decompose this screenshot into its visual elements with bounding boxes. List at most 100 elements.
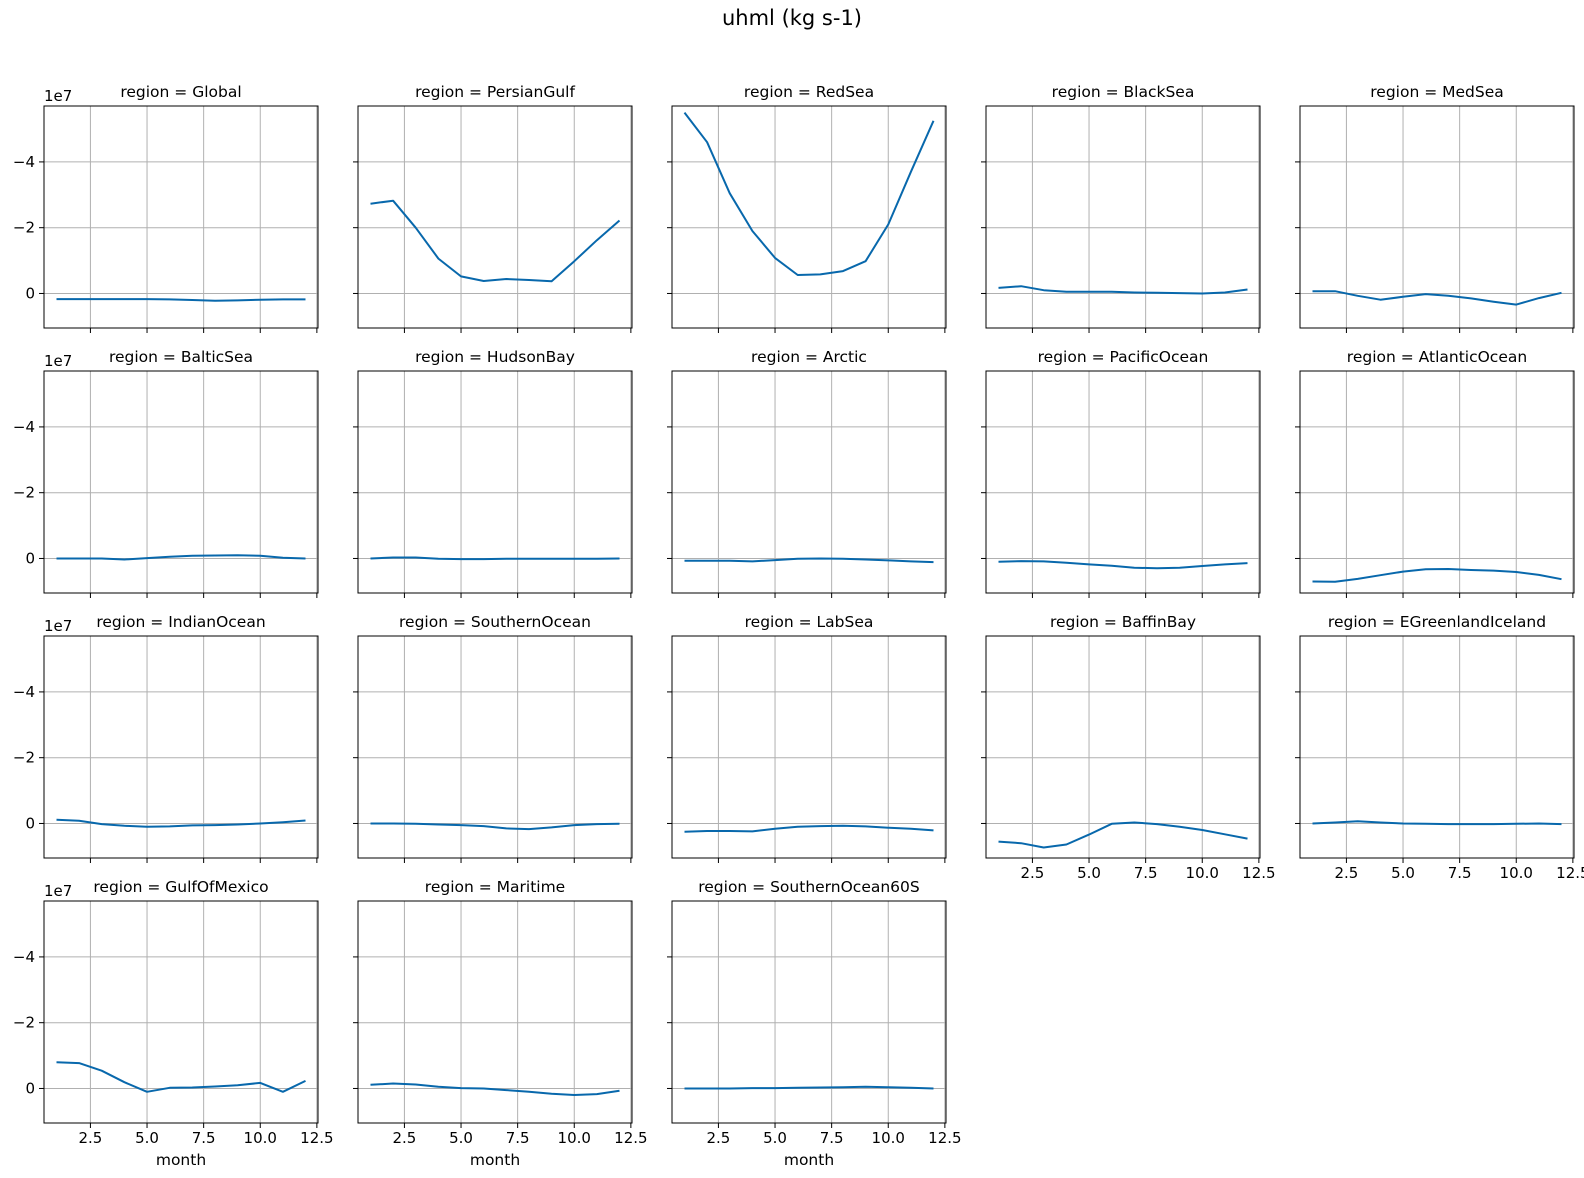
axes-frame [985,370,1261,594]
panel-title: region = AtlanticOcean [1347,348,1527,366]
axes-frame [1299,370,1575,594]
series-line [683,111,935,276]
x-tick-label: 10.0 [1500,864,1533,882]
y-tick-label: −4 [13,418,35,436]
panel-title: region = BalticSea [109,348,253,366]
panel-title: region = IndianOcean [96,613,265,631]
y-offset-label: 1e7 [44,87,72,105]
series-line [684,824,934,833]
series-line [370,822,620,831]
panel-title: region = Maritime [425,878,565,896]
axes-frame [985,635,1261,859]
y-tick-label: −2 [13,1014,35,1032]
x-tick-label: 12.5 [928,1129,961,1147]
x-tick-label: 12.5 [614,1129,647,1147]
y-tick-label: −2 [13,484,35,502]
x-tick-label: 7.5 [820,1129,844,1147]
x-axis-label: month [784,1151,834,1169]
x-tick-label: 10.0 [244,1129,277,1147]
x-tick-label: 12.5 [1556,864,1584,882]
axes-frame [357,105,633,329]
series-line [998,821,1248,849]
x-tick-label: 10.0 [872,1129,905,1147]
series-line [684,1085,934,1090]
x-tick-label: 2.5 [706,1129,730,1147]
y-tick-label: −4 [13,948,35,966]
axes-frame [357,635,633,859]
x-tick-label: 2.5 [1334,864,1358,882]
axes-frame [43,635,319,859]
x-tick-label: 7.5 [1134,864,1158,882]
x-tick-label: 5.0 [763,1129,787,1147]
x-axis-label: month [470,1151,520,1169]
x-tick-label: 12.5 [1242,864,1275,882]
x-tick-label: 7.5 [1448,864,1472,882]
x-tick-label: 5.0 [1077,864,1101,882]
x-tick-label: 5.0 [135,1129,159,1147]
series-line [370,556,620,561]
axes-frame [357,370,633,594]
series-line [56,298,306,302]
series-line [56,554,306,561]
axes-frame [43,370,319,594]
panel-title: region = SouthernOcean60S [698,878,920,896]
series-line [370,1082,620,1096]
x-tick-label: 10.0 [1186,864,1219,882]
series-line [1312,290,1562,306]
axes-frame [671,105,947,329]
axes-frame [1299,105,1575,329]
panel-title: region = GulfOfMexico [93,878,268,896]
y-tick-label: 0 [25,549,35,567]
figure-title: uhml (kg s-1) [721,6,863,30]
y-offset-label: 1e7 [44,352,72,370]
y-tick-label: 0 [25,284,35,302]
series-line [998,285,1248,295]
y-tick-label: −4 [13,153,35,171]
series-line [56,818,306,828]
x-tick-label: 2.5 [78,1129,102,1147]
axes-frame [671,900,947,1124]
y-tick-label: 0 [25,1079,35,1097]
panel-title: region = Arctic [751,348,867,366]
panel-title: region = RedSea [744,83,874,101]
panel-title: region = SouthernOcean [399,613,591,631]
y-offset-label: 1e7 [44,882,72,900]
y-tick-label: −2 [13,749,35,767]
series-line [56,1061,306,1093]
axes-frame [671,370,947,594]
axes-frame [43,105,319,329]
panel-title: region = Global [120,83,241,101]
y-tick-label: −4 [13,683,35,701]
x-tick-label: 12.5 [300,1129,333,1147]
axes-frame [985,105,1261,329]
axes-frame [1299,635,1575,859]
panel-title: region = PacificOcean [1038,348,1209,366]
y-tick-label: 0 [25,814,35,832]
x-tick-label: 2.5 [392,1129,416,1147]
series-line [684,557,934,564]
x-tick-label: 7.5 [506,1129,530,1147]
x-tick-label: 2.5 [1020,864,1044,882]
panel-title: region = HudsonBay [415,348,575,366]
x-tick-label: 7.5 [192,1129,216,1147]
panel-title: region = EGreenlandIceland [1328,613,1546,631]
x-axis-label: month [156,1151,206,1169]
panel-title: region = LabSea [745,613,874,631]
series-line [998,560,1248,570]
panel-title: region = BaffinBay [1050,613,1196,631]
panel-title: region = PersianGulf [415,83,575,101]
axes-frame [671,635,947,859]
y-tick-label: −2 [13,219,35,237]
panel-title: region = MedSea [1370,83,1503,101]
axes-frame [43,900,319,1124]
y-offset-label: 1e7 [44,617,72,635]
x-tick-label: 5.0 [1391,864,1415,882]
series-line [370,199,621,283]
x-tick-label: 10.0 [558,1129,591,1147]
axes-frame [357,900,633,1124]
series-line [1312,820,1562,826]
series-line [1312,568,1562,583]
x-tick-label: 5.0 [449,1129,473,1147]
panel-title: region = BlackSea [1052,83,1195,101]
